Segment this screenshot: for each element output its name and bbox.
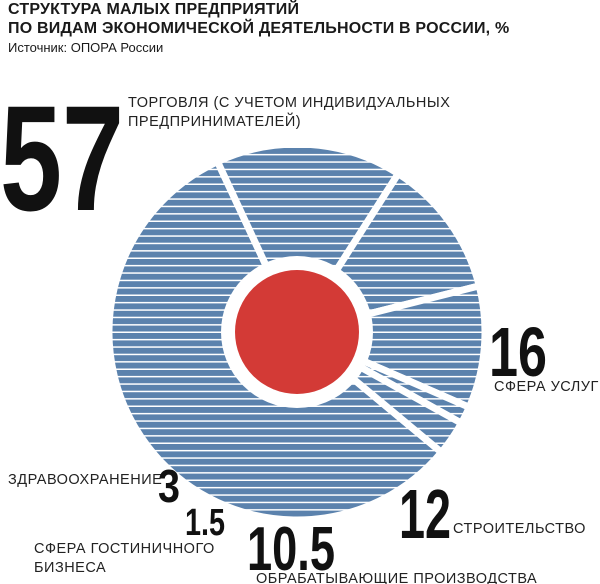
pie-slice-services <box>214 140 402 336</box>
label-construction: СТРОИТЕЛЬСТВО <box>453 521 586 537</box>
chart-title: СТРУКТУРА МАЛЫХ ПРЕДПРИЯТИЙ ПО ВИДАМ ЭКО… <box>8 0 509 38</box>
label-services: СФЕРА УСЛУГ <box>494 379 599 395</box>
value-hotel: 1.5 <box>185 502 225 544</box>
value-health: 3 <box>158 460 180 512</box>
label-trade-line-1: ТОРГОВЛЯ (С УЧЕТОМ ИНДИВИДУАЛЬНЫХ <box>128 95 450 111</box>
label-manufacturing: ОБРАБАТЫВАЮЩИЕ ПРОИЗВОДСТВА <box>256 571 537 584</box>
source-note: Источник: ОПОРА России <box>8 40 164 55</box>
center-dot <box>235 270 359 394</box>
title-line-1: СТРУКТУРА МАЛЫХ ПРЕДПРИЯТИЙ <box>8 1 300 18</box>
pie-slice-manufacturing <box>293 282 489 411</box>
value-manufacturing: 10.5 <box>247 515 335 584</box>
label-trade-line-2: ПРЕДПРИНИМАТЕЛЕЙ) <box>128 112 301 130</box>
label-health: ЗДРАВООХРАНЕНИЕ <box>8 472 162 488</box>
value-trade: 57 <box>0 74 124 242</box>
value-construction: 12 <box>399 475 451 553</box>
value-services: 16 <box>489 313 547 391</box>
title-line-2: ПО ВИДАМ ЭКОНОМИЧЕСКОЙ ДЕЯТЕЛЬНОСТИ В РО… <box>8 20 510 37</box>
label-hotel-line-1: СФЕРА ГОСТИНИЧНОГО <box>34 541 215 557</box>
label-hotel-line-2: БИЗНЕСА <box>34 560 106 576</box>
